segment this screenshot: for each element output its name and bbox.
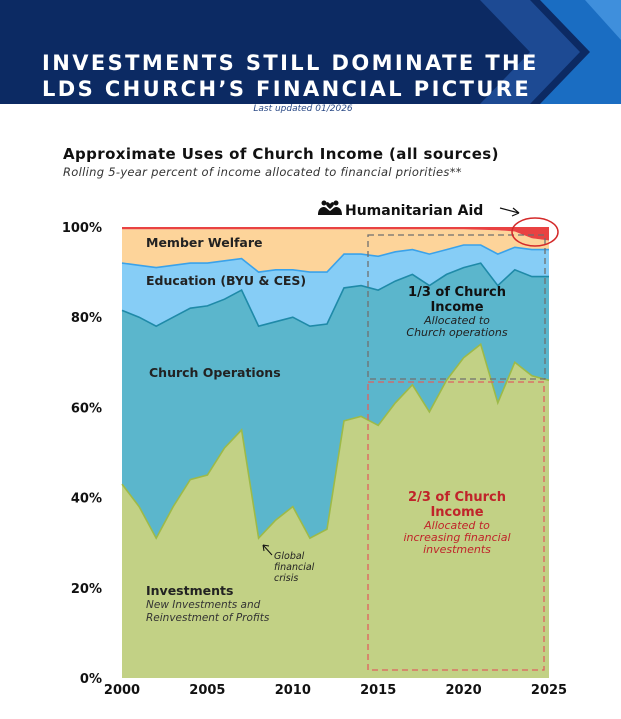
crisis-arrow xyxy=(262,544,273,556)
two-thirds-title-2: Income xyxy=(430,505,483,520)
humanitarian-circle xyxy=(511,217,559,247)
area-member-welfare xyxy=(122,229,549,273)
one-third-title-2: Income xyxy=(430,300,483,315)
two-thirds-note-1: Allocated to xyxy=(423,519,490,532)
page-title: INVESTMENTS STILL DOMINATE THE LDS CHURC… xyxy=(42,50,539,102)
label-member-welfare: Member Welfare xyxy=(146,235,263,250)
y-tick-label: 100% xyxy=(62,221,102,236)
area-humanitarian-aid xyxy=(122,227,549,241)
x-tick-label: 2015 xyxy=(360,683,396,698)
crisis-label-1: Global xyxy=(274,551,305,562)
banner-background xyxy=(0,0,621,104)
two-thirds-title-1: 2/3 of Church xyxy=(408,490,506,505)
label-education: Education (BYU & CES) xyxy=(146,273,306,288)
humanitarian-icon xyxy=(318,200,342,215)
line-investments xyxy=(121,342,550,540)
label-investments-sub2: Reinvestment of Profits xyxy=(146,612,270,624)
label-investments: Investments xyxy=(146,583,233,598)
crisis-label-2: financial xyxy=(274,562,315,573)
humanitarian-arrow xyxy=(499,207,520,214)
y-tick-label: 40% xyxy=(71,492,102,507)
humanitarian-arrowhead xyxy=(511,207,520,217)
crisis-label-3: crisis xyxy=(274,573,298,584)
header-banner: INVESTMENTS STILL DOMINATE THE LDS CHURC… xyxy=(0,0,621,104)
x-axis: 2000 2005 2010 2015 2020 2025 xyxy=(104,683,567,698)
x-tick-label: 2000 xyxy=(104,683,140,698)
title-line-1: INVESTMENTS STILL DOMINATE THE xyxy=(42,51,539,75)
area-education xyxy=(122,245,549,327)
label-investments-sub1: New Investments and xyxy=(146,599,261,611)
y-axis: 0% 20% 40% 60% 80% 100% xyxy=(62,221,102,687)
x-tick-label: 2005 xyxy=(189,683,225,698)
last-updated: Last updated 01/2026 xyxy=(253,104,353,114)
series-lines xyxy=(121,244,550,540)
two-thirds-box xyxy=(367,381,545,671)
crisis-arrowhead xyxy=(262,544,270,552)
line-church-operations xyxy=(121,262,549,328)
one-third-note-1: Allocated to xyxy=(423,314,490,327)
x-tick-label: 2010 xyxy=(275,683,311,698)
one-third-box xyxy=(367,234,546,380)
y-tick-label: 0% xyxy=(80,672,102,687)
area-church-operations xyxy=(122,263,549,539)
y-tick-label: 80% xyxy=(71,311,102,326)
chart-title: Approximate Uses of Church Income (all s… xyxy=(63,145,499,163)
two-thirds-note-2: increasing financial xyxy=(403,531,510,544)
title-line-2: LDS CHURCH’S FINANCIAL PICTURE xyxy=(42,77,532,101)
area-investments xyxy=(122,344,549,678)
x-tick-label: 2025 xyxy=(531,683,567,698)
line-education xyxy=(121,244,549,273)
one-third-title-1: 1/3 of Church xyxy=(408,285,506,300)
label-church-operations: Church Operations xyxy=(149,365,281,380)
two-thirds-note-3: investments xyxy=(423,543,491,556)
chart-subtitle: Rolling 5-year percent of income allocat… xyxy=(63,165,462,179)
y-tick-label: 60% xyxy=(71,401,102,416)
y-tick-label: 20% xyxy=(71,582,102,597)
stacked-area-chart: Member Welfare Education (BYU & CES) Chu… xyxy=(62,200,567,698)
label-humanitarian-aid: Humanitarian Aid xyxy=(345,203,483,219)
x-tick-label: 2020 xyxy=(446,683,482,698)
area-layers xyxy=(122,227,549,678)
one-third-note-2: Church operations xyxy=(406,326,507,339)
